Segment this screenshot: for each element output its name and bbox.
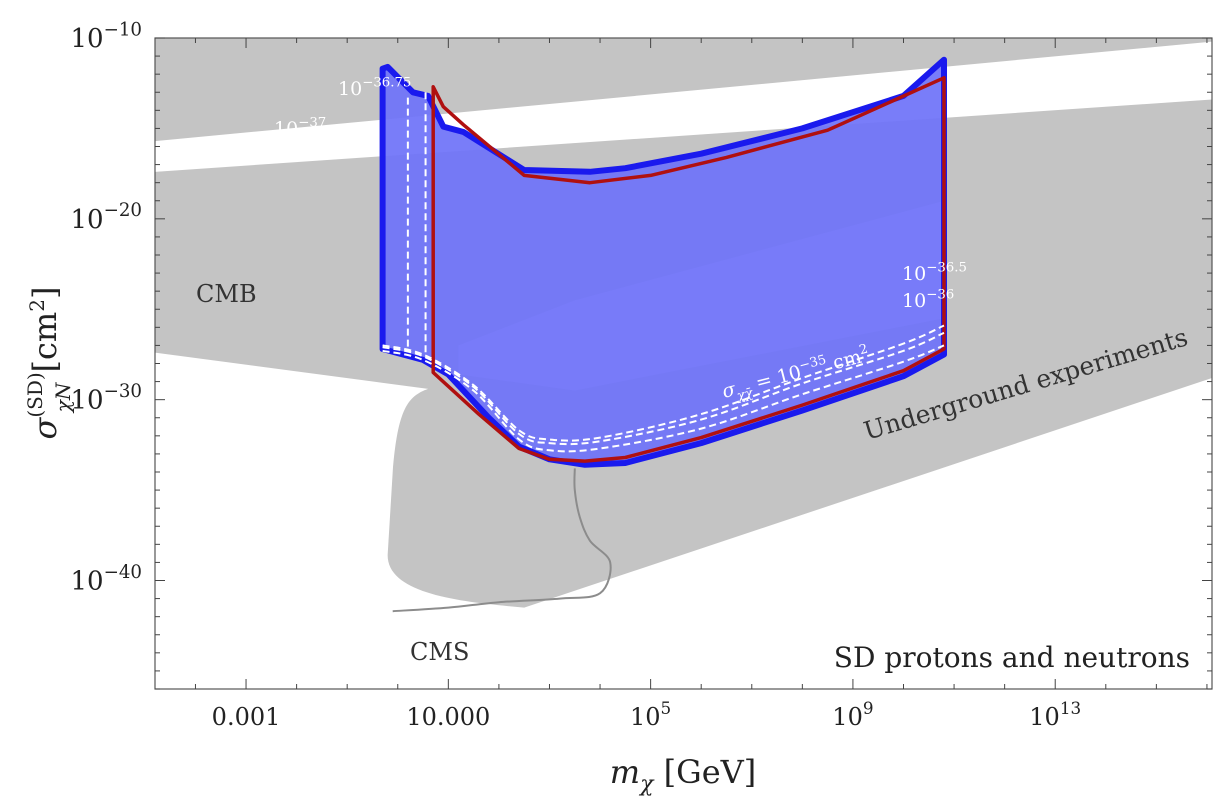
cms-label: CMS bbox=[410, 638, 469, 666]
dashed-contour-3 bbox=[382, 324, 945, 442]
y-axis-title: σ(SD) χN [cm2] bbox=[23, 287, 75, 440]
x-tick-label: 105 bbox=[630, 698, 671, 731]
cms-curve bbox=[392, 468, 612, 613]
contour-label-365: 10−36.5 bbox=[902, 260, 967, 285]
y-tick-label: 10−30 bbox=[71, 381, 142, 416]
dashed-contour-2 bbox=[382, 331, 945, 446]
cmb-label: CMB bbox=[196, 280, 257, 308]
x-tick-label: 0.001 bbox=[212, 703, 281, 731]
dashed-contour-1 bbox=[382, 344, 945, 453]
axis-label-layer: mχ [GeV] σ(SD) χN [cm2] bbox=[23, 287, 756, 797]
x-tick-label: 1013 bbox=[1029, 698, 1081, 731]
tick-layer: 0.001 10.000 105 109 1013 10−10 10−20 10−30 10−4… bbox=[71, 19, 1212, 731]
contour-label-36: 10−36 bbox=[902, 287, 954, 312]
x-tick-label: 10.000 bbox=[406, 703, 490, 731]
sd-protons-neutrons-label: SD protons and neutrons bbox=[834, 641, 1190, 674]
red-contour bbox=[431, 76, 946, 463]
plot-area bbox=[155, 38, 1212, 613]
y-tick-label: 10−10 bbox=[71, 19, 142, 54]
blue-region-band bbox=[458, 200, 944, 391]
y-tick-label: 10−20 bbox=[71, 200, 142, 235]
contour-label-37: 10−37 bbox=[274, 115, 326, 140]
series-layer bbox=[379, 56, 947, 613]
y-tick-label: 10−40 bbox=[71, 562, 142, 597]
contour-label-3675: 10−36.75 bbox=[338, 75, 411, 100]
x-tick-label: 109 bbox=[832, 698, 873, 731]
x-axis-title: mχ [GeV] bbox=[610, 753, 756, 797]
